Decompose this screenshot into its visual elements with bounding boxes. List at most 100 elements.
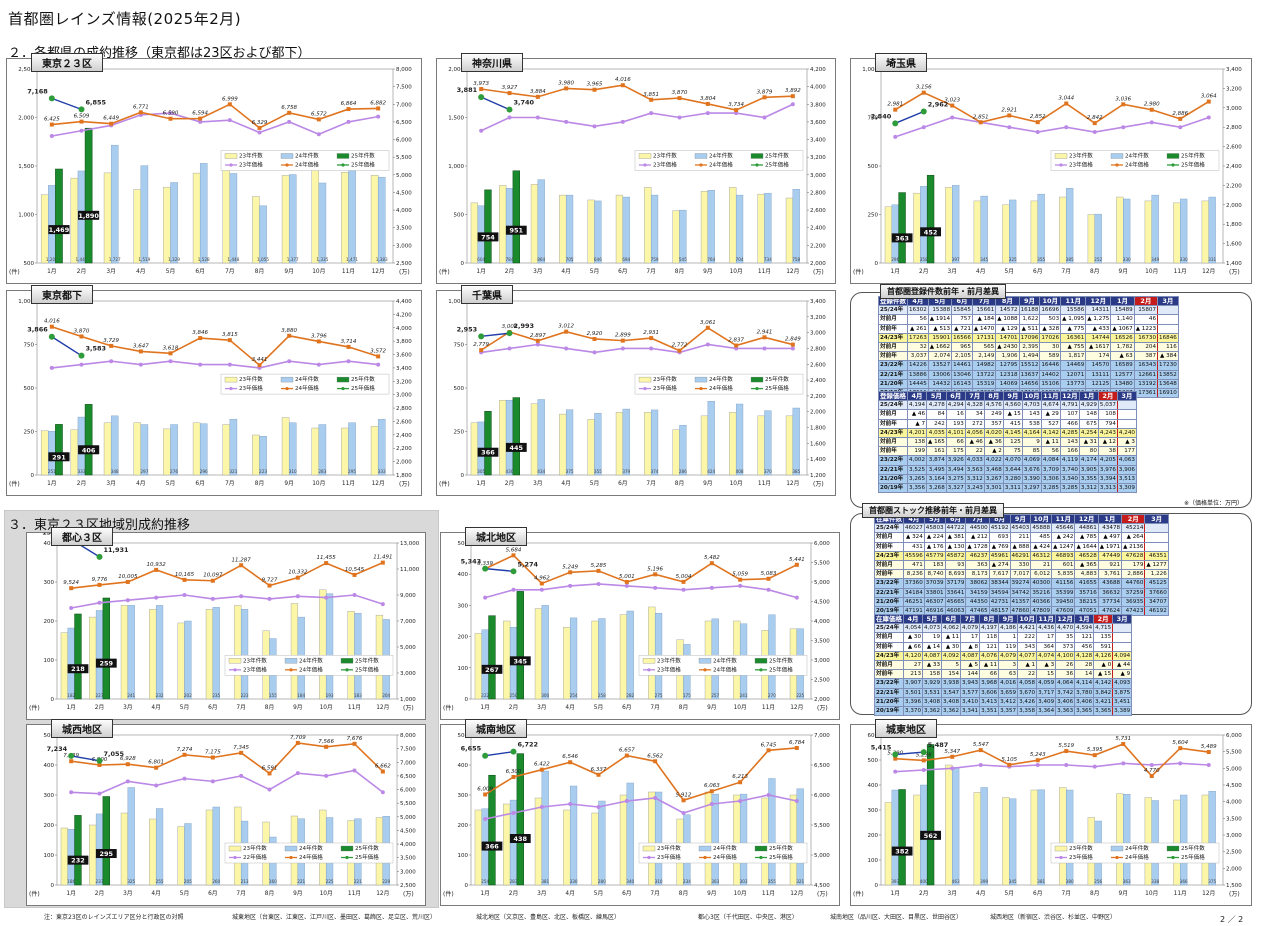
legend-marker [647,855,651,860]
legend-swatch [284,845,298,852]
price-25-label: 2,993 [514,322,535,330]
bar-24-count [598,618,606,700]
left-tick-label: 500 [458,541,469,547]
table-row: 21/20年 3,396 3,408 3,408 3,410 3,413 3,412 3,42… [874,696,1133,707]
table-cell: ▲ 36 [983,436,1004,448]
table-cell: 21/20年 [874,596,904,607]
price-24-label: 7,274 [177,747,193,753]
legend-label: 25年価格 [351,160,375,168]
table-cell: 3,364 [1036,705,1057,717]
table-cell: 13722 [971,369,997,380]
table-cell: 対前月 [874,632,904,643]
price-23-marker [535,342,540,347]
table-cell: 4,674 [1040,400,1061,411]
legend-marker [699,386,703,391]
month-label: 6月 [195,268,205,275]
table-cell: 12318 [995,369,1020,380]
table-cell: 45214 [1121,523,1146,534]
bar-24-label: 282 [626,693,634,698]
price-24-marker [624,579,629,584]
price-24-label: 2,941 [757,329,773,335]
price-25-marker [68,752,75,759]
price-24-label: 3,880 [281,328,297,334]
price-23-marker [681,811,686,815]
table-cell: 15319 [971,378,997,389]
right-tick-label: 4,000 [810,85,826,91]
bar-24-count [212,806,220,886]
bar-24-label: 234 [683,879,691,884]
table-row: 対前年 3,037 2,074 2,105 2,149 1,906 1,494 589 1,81… [878,351,1179,362]
table-cell: 4,703 [1021,400,1042,411]
table-cell: 591 [1093,641,1114,652]
bar-24-label: 283 [510,879,518,884]
month-label: 8月 [265,890,275,897]
right-tick-label: 3,500 [396,226,412,232]
month-label: 1月 [891,890,901,897]
legend-label: 23年件数 [1069,844,1093,852]
price-23-marker [316,362,321,367]
legend-label: 25年件数 [1181,151,1205,159]
price-24-marker [1035,120,1040,125]
table-cell: 38062 [965,578,990,589]
price-unit-label: (万) [1229,269,1240,276]
bar-24-label: 283 [318,469,326,474]
legend-swatch [340,658,354,664]
price-24-label: 3,023 [944,98,960,104]
price-24-line [71,742,384,775]
price-23-marker [49,134,54,139]
price-24-label: 4,016 [615,77,631,83]
price-23-marker [978,763,983,767]
table-cell: ▲ 224 [923,532,946,543]
bar-24-count [1180,794,1188,886]
table-cell: 1,782 [1110,341,1135,353]
table-cell: 4,114 [1074,678,1095,689]
table-cell: 41655 [1074,578,1099,589]
table-cell: 4,064 [1055,678,1076,689]
table-cell: 45403 [1009,523,1032,534]
bar-24-label: 348 [111,469,119,474]
month-label: 5月 [180,704,190,711]
legend-swatch [228,845,242,852]
table-cell: 3,513 [1116,473,1137,484]
table-cell: 14226 [907,360,929,371]
table-cell: 対前年 [878,446,908,457]
bar-23-count [563,627,571,700]
table-cell: 4,077 [1017,650,1038,661]
right-tick-label: 7,000 [396,102,412,108]
price-23-marker [79,128,84,133]
price-24-marker [709,561,714,566]
bar-24-count [259,205,267,264]
price-24-marker [69,759,74,764]
right-tick-label: 6,000 [814,793,830,799]
price-25-marker [96,553,103,560]
bar-25-label-box [505,442,527,452]
right-tick-label: 1,600 [810,441,826,447]
month-label: 3月 [106,268,116,275]
price-23-marker [257,130,262,135]
table-cell: ▲ 0 [1093,659,1114,671]
price-24-marker [79,334,84,339]
left-tick-label: 2,000 [448,67,464,73]
table-row: 25/24年 4,054 4,073 4,062 4,079 4,197 4,186 4,42… [874,623,1133,634]
month-label: 1月 [47,480,57,487]
right-tick-label: 6,000 [1226,733,1242,739]
legend-label: 25年価格 [1181,853,1205,861]
legend-marker [345,855,349,860]
table-cell: 8,693 [944,569,967,580]
price-25-marker [78,352,85,359]
table-row: 24/23年 45596 45779 45872 46237 45961 46291 4631… [874,550,1169,561]
bar-23-count [785,197,794,264]
price-23-marker [511,811,516,815]
price-24-label: 6,509 [74,114,90,120]
bar-23-count [205,609,214,700]
price-24-label: 6,337 [591,767,607,773]
price-24-marker [568,570,573,575]
price-24-label: 11,287 [232,557,252,563]
month-label: 5月 [1005,268,1015,275]
table-cell: ▲ 5 [960,659,981,671]
table-cell: 3,943 [960,678,981,689]
table-cell: ▲ 1470 [971,323,997,334]
table-cell: 45779 [923,550,946,561]
table-title-stock: 首都圏ストック推移前年・前月差異 [862,503,1004,518]
price-24-marker [295,740,300,745]
